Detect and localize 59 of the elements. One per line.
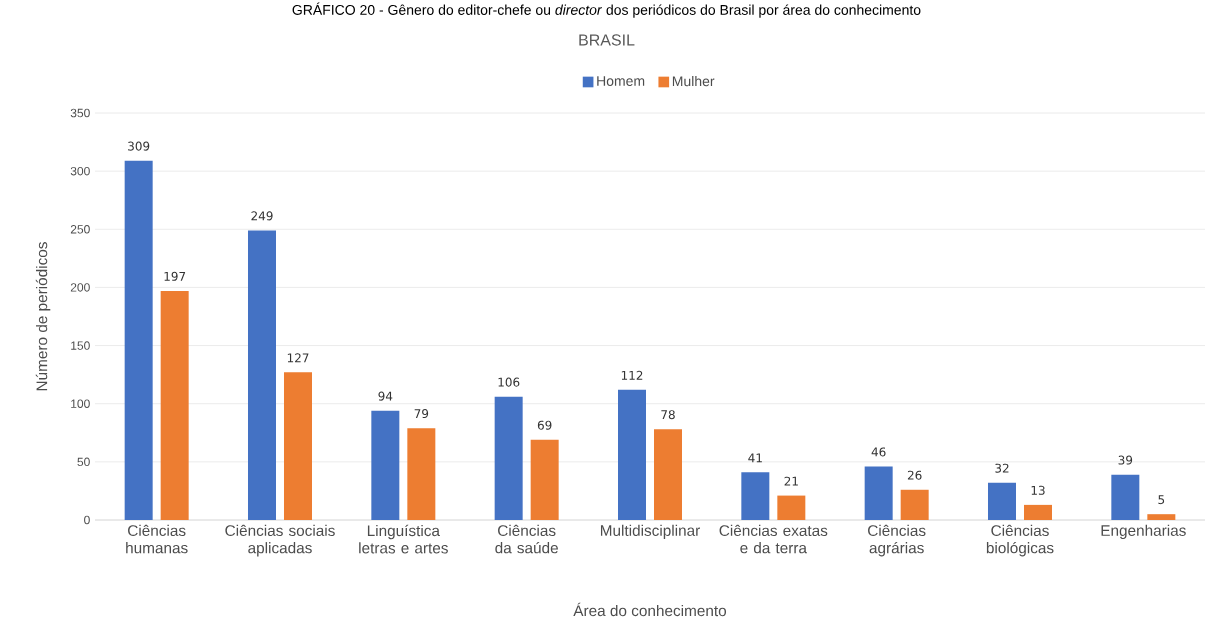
y-tick-label: 200 (70, 283, 90, 292)
x-tick-label: Ciências humanas (126, 524, 188, 554)
bar (654, 429, 682, 520)
legend-label: Homem (597, 76, 645, 86)
y-tick-label: 50 (77, 457, 90, 467)
data-label: 249 (251, 211, 273, 221)
bar (864, 466, 893, 520)
data-label: 41 (748, 453, 762, 463)
bar (1024, 504, 1052, 520)
data-label: 69 (537, 420, 552, 430)
x-tick-label: Linguística letras e artes (359, 524, 448, 554)
y-tick-label: 100 (71, 399, 90, 408)
x-tick-label: Ciências sociais aplicadas (225, 524, 335, 557)
x-tick-label: Ciências agrárias (868, 524, 926, 557)
data-label: 46 (871, 447, 886, 457)
data-label: 197 (164, 271, 186, 281)
data-label: 127 (287, 353, 309, 363)
x-tick-label: Ciências da saúde (495, 524, 558, 554)
bar (900, 489, 929, 520)
bar (284, 372, 312, 520)
y-tick-label: 0 (84, 515, 90, 525)
data-label: 106 (498, 377, 520, 387)
data-label: 32 (995, 463, 1009, 473)
bar (371, 410, 400, 520)
y-tick-label: 150 (71, 341, 90, 350)
data-label: 112 (621, 370, 643, 380)
legend-label: Mulher (672, 75, 715, 87)
x-tick-label: Ciências biológicas (986, 524, 1054, 557)
bar (530, 439, 559, 520)
bar (407, 428, 436, 520)
y-tick-label: 250 (70, 225, 90, 234)
data-label: 309 (128, 141, 150, 151)
data-label: 79 (414, 409, 429, 419)
x-tick-label: Ciências exatas e da terra (719, 524, 828, 554)
text: GRÁFICO 20 - Gênero do editor-chefe ou director dos periódicos do Brasil por área do conhecimento (292, 2, 921, 18)
chart-title: BRASIL (579, 34, 635, 46)
bar (988, 482, 1016, 520)
x-axis-title: Área do conhecimento (573, 602, 727, 617)
bar (777, 495, 806, 520)
bar (741, 472, 770, 520)
data-label: 94 (378, 391, 393, 401)
y-axis-title: Número de periódicos (35, 242, 51, 391)
y-tick-label: 300 (70, 166, 90, 176)
data-label: 78 (661, 410, 675, 420)
data-label: 39 (1118, 455, 1133, 465)
x-tick-label: Multidisciplinar (600, 524, 700, 539)
bar (1111, 474, 1140, 520)
data-label: 13 (1031, 485, 1045, 495)
bar (1147, 514, 1176, 520)
bar (124, 160, 153, 520)
bar (618, 389, 646, 520)
data-label: 26 (907, 470, 922, 480)
bar (248, 230, 276, 520)
bar (160, 290, 189, 520)
data-label: 21 (784, 476, 798, 486)
data-label: 5 (1158, 495, 1165, 505)
bar (494, 396, 523, 520)
x-tick-label: Engenharias (1101, 524, 1186, 539)
y-tick-label: 350 (70, 108, 90, 118)
